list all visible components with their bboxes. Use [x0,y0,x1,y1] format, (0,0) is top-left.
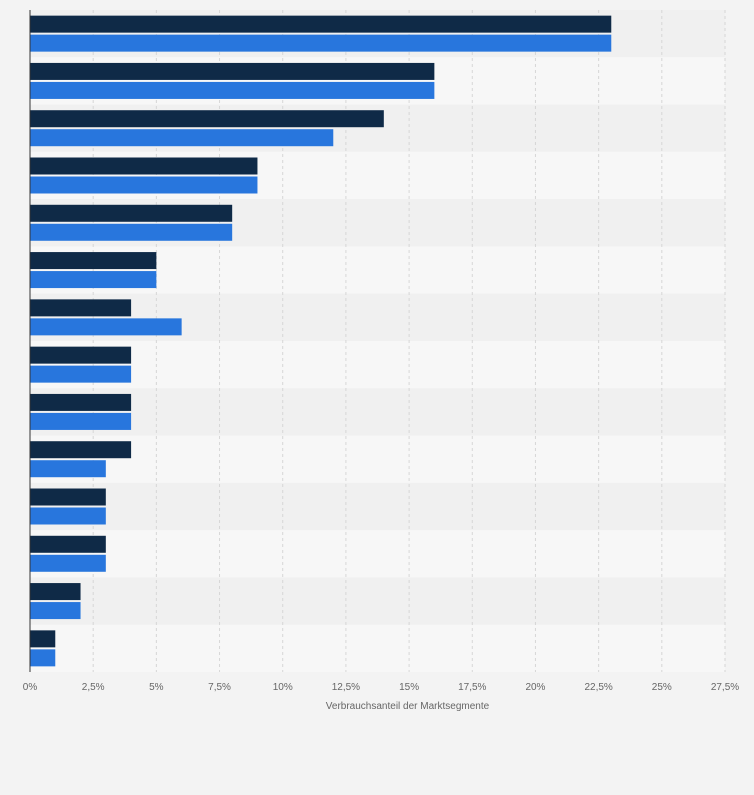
bar-series-2 [30,602,81,620]
x-tick-label: 20% [525,682,545,693]
x-tick-label: 10% [273,682,293,693]
category-band [30,530,725,578]
bar-series-2 [30,176,258,194]
bar-series-1 [30,299,132,317]
category-band [30,624,725,672]
bar-series-2 [30,649,56,667]
bar-series-2 [30,507,106,525]
bar-series-1 [30,157,258,175]
x-tick-label: 5% [149,682,164,693]
category-bands [30,10,725,672]
bar-series-2 [30,318,182,336]
bar-series-1 [30,630,56,648]
bar-series-1 [30,252,157,270]
bar-series-1 [30,393,132,411]
x-tick-label: 25% [652,682,672,693]
bar-series-2 [30,554,106,572]
bar-series-1 [30,204,233,222]
category-band [30,341,725,389]
x-axis-label: Verbrauchsanteil der Marktsegmente [326,701,490,712]
bar-series-2 [30,460,106,478]
bar-series-1 [30,15,612,33]
bar-series-2 [30,271,157,289]
x-tick-label: 12,5% [332,682,360,693]
bars [30,15,612,667]
category-band [30,482,725,531]
x-tick-label: 2,5% [82,682,105,693]
bar-series-2 [30,34,612,52]
category-band [30,577,725,625]
bar-series-1 [30,62,435,80]
bar-series-2 [30,412,132,430]
x-tick-label: 22,5% [584,682,612,693]
bar-series-1 [30,488,106,506]
bar-series-1 [30,535,106,553]
bar-series-2 [30,365,132,383]
x-tick-label: 15% [399,682,419,693]
bar-series-1 [30,110,384,128]
bar-series-2 [30,129,334,147]
x-tick-label: 27,5% [711,682,739,693]
bar-series-1 [30,346,132,364]
category-band [30,435,725,483]
x-tick-labels: 0% 2,5% 5% 7,5% 10% 12,5% 15% 17,5% 20% 22,5% 25% 2… [23,682,740,693]
x-tick-label: 0% [23,682,38,693]
x-tick-label: 7,5% [208,682,231,693]
bar-series-1 [30,583,81,601]
category-band [30,388,725,436]
x-tick-label: 17,5% [458,682,486,693]
bar-series-2 [30,223,233,241]
bar-series-2 [30,81,435,99]
bar-series-1 [30,441,132,459]
